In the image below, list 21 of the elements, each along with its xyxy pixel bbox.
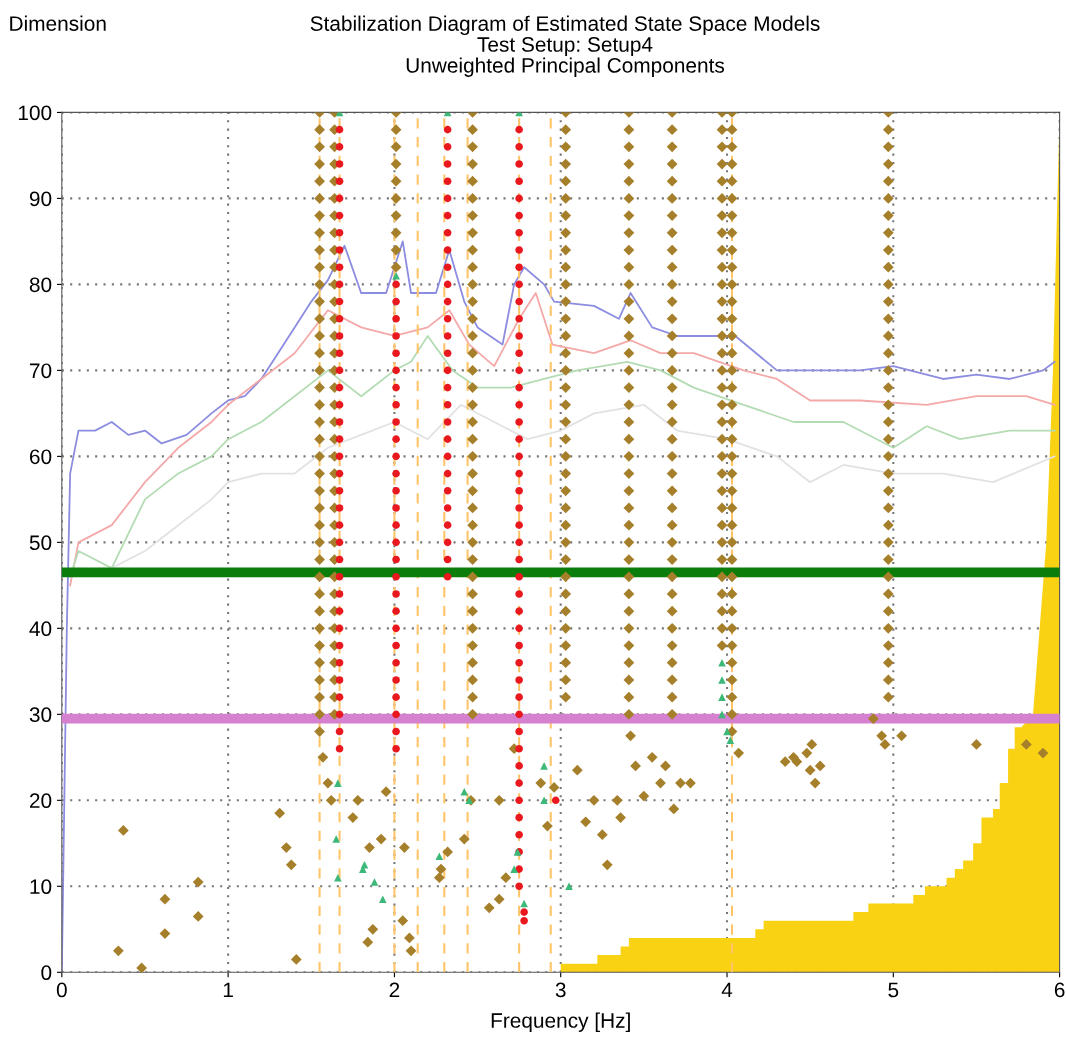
y-tick-label: 50: [29, 535, 52, 551]
x-tick-label: 3: [555, 982, 566, 998]
x-tick-label: 4: [721, 982, 733, 998]
y-tick-label: 20: [29, 793, 52, 809]
y-tick-label: 60: [29, 449, 52, 465]
chart-title: Stabilization Diagram of Estimated State Space Models Test Setup: Setup4 Unweighted Principal Components: [310, 15, 820, 77]
y-tick-label: 40: [29, 621, 52, 637]
x-tick-label: 1: [223, 982, 233, 998]
y-tick-label: 10: [30, 879, 52, 895]
y-axis-title: Dimension: [10, 15, 106, 31]
y-tick-label: 70: [30, 363, 52, 379]
x-axis-title: Frequency [Hz]: [491, 1012, 630, 1032]
y-tick-label: 30: [29, 707, 52, 723]
y-tick-label: 0: [41, 965, 52, 981]
x-tick-label: 0: [56, 982, 67, 998]
y-tick-label: 100: [18, 105, 52, 121]
y-tick-label: 90: [29, 191, 52, 207]
x-tick-label: 5: [888, 982, 899, 998]
x-tick-label: 6: [1054, 982, 1065, 998]
x-tick-label: 2: [389, 982, 400, 998]
y-tick-label: 80: [29, 277, 52, 293]
